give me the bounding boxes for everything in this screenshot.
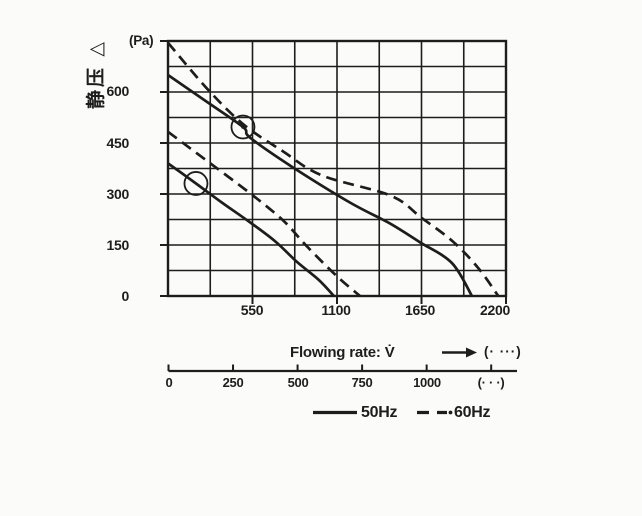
legend-dash-dot <box>448 410 453 415</box>
series-curve-3 <box>167 130 361 298</box>
y-tick-label-150: 150 <box>106 237 130 253</box>
series-curve-1 <box>166 41 500 297</box>
x-tick-label-1100: 1100 <box>321 302 351 318</box>
y-tick-label-600: 600 <box>106 83 130 99</box>
operating-point-marker <box>230 114 256 140</box>
x-tick-label-2200: 2200 <box>480 302 510 318</box>
secondary-tick-label-500: 500 <box>287 375 309 390</box>
secondary-tick-label-0: 0 <box>165 375 173 390</box>
x-tick-label-550: 550 <box>240 302 264 318</box>
series-curve-0 <box>167 73 474 297</box>
secondary-tick-label-units: (· · ·) <box>477 375 505 390</box>
series-curve-2 <box>167 162 335 297</box>
legend-60hz-label: 60Hz <box>454 404 491 421</box>
flow-axis-title: Flowing rate: V̇ <box>290 344 395 361</box>
operating-point-marker <box>183 171 209 196</box>
y-tick-label-450: 450 <box>106 135 130 151</box>
y-tick-label-300: 300 <box>106 186 130 202</box>
secondary-tick-label-750: 750 <box>351 375 373 390</box>
secondary-tick-label-250: 250 <box>222 375 244 390</box>
operating-point-dot <box>241 125 245 129</box>
y-tick-label-0: 0 <box>121 288 130 304</box>
flow-units-note-top: (· ···) <box>484 344 522 359</box>
x-tick-label-1650: 1650 <box>405 302 435 318</box>
secondary-tick-label-1000: 1000 <box>413 375 441 390</box>
y-axis-unit: (Pa) <box>129 33 154 48</box>
right-arrow-head-icon <box>466 347 477 358</box>
legend-50hz-label: 50Hz <box>361 404 398 421</box>
